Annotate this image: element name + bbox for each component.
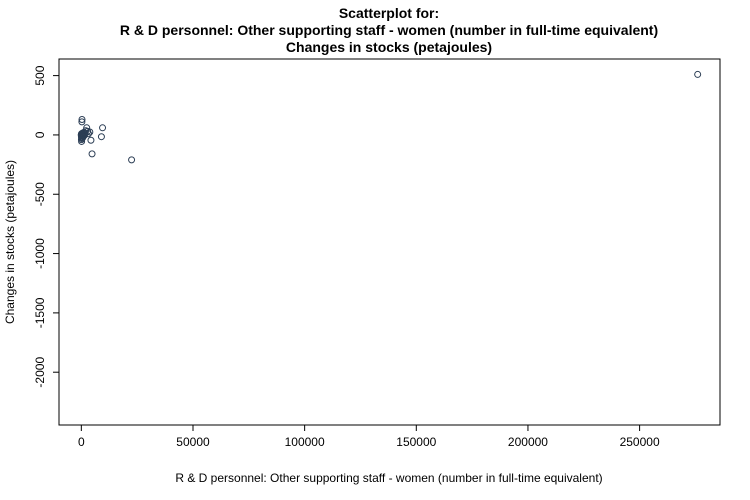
data-points	[77, 70, 702, 164]
y-tick-label: -1500	[33, 297, 47, 328]
y-tick-label: -2000	[33, 357, 47, 388]
data-point	[99, 124, 107, 132]
data-point	[694, 70, 702, 78]
chart-subtitle-line-2: Changes in stocks (petajoules)	[285, 39, 493, 55]
x-tick-label: 250000	[620, 435, 660, 449]
x-axis-label: R & D personnel: Other supporting staff …	[175, 471, 602, 485]
x-tick-label: 200000	[508, 435, 548, 449]
y-tick-label: 0	[33, 131, 47, 138]
y-axis: 500 0 -500 -1000 -1500 -2000	[33, 65, 59, 388]
y-tick-label: -1000	[33, 238, 47, 269]
data-point	[87, 136, 95, 144]
data-point	[77, 136, 85, 144]
data-point	[78, 116, 86, 124]
data-point	[88, 150, 96, 158]
x-tick-label: 150000	[396, 435, 436, 449]
chart-title: Scatterplot for:	[338, 5, 440, 21]
y-tick-label: -500	[33, 182, 47, 206]
x-tick-label: 0	[78, 435, 85, 449]
y-tick-label: 500	[33, 65, 47, 85]
x-tick-label: 100000	[285, 435, 325, 449]
data-point	[77, 131, 85, 139]
plot-frame	[58, 58, 721, 426]
data-point	[97, 133, 105, 141]
chart-subtitle-line-1: R & D personnel: Other supporting staff …	[119, 22, 659, 38]
y-axis-label: Changes in stocks (petajoules)	[3, 160, 17, 324]
data-point	[78, 118, 86, 126]
data-point	[128, 156, 136, 164]
x-tick-label: 50000	[176, 435, 210, 449]
x-axis: 0 50000 100000 150000 200000 250000	[78, 425, 660, 449]
